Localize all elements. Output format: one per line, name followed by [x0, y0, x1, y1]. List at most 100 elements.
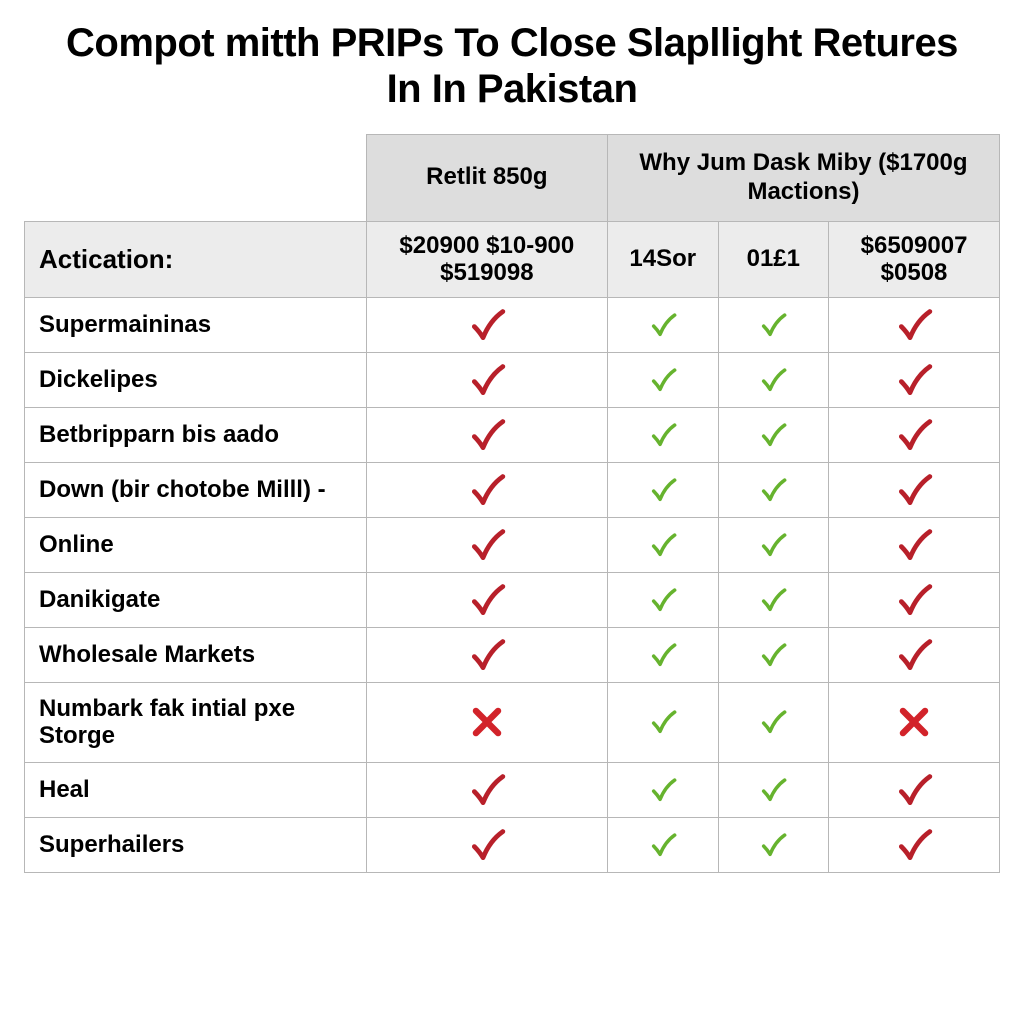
check-icon: [649, 586, 677, 614]
check-icon: [895, 306, 933, 344]
check-icon: [759, 311, 787, 339]
cross-icon: [468, 703, 506, 741]
cell-mark: [829, 297, 1000, 352]
header-col2: Why Jum Dask Miby ($1700g Mactions): [607, 135, 999, 222]
check-icon: [468, 636, 506, 674]
cell-mark: [366, 627, 607, 682]
cell-mark: [829, 462, 1000, 517]
table-row: Superhailers: [25, 817, 1000, 872]
check-icon: [895, 581, 933, 619]
cell-mark: [829, 682, 1000, 762]
check-icon: [468, 416, 506, 454]
comparison-table: Retlit 850g Why Jum Dask Miby ($1700g Ma…: [24, 134, 1000, 873]
cell-mark: [718, 297, 829, 352]
subheader-col2c: $6509007 $0508: [829, 221, 1000, 297]
check-icon: [759, 776, 787, 804]
check-icon: [649, 531, 677, 559]
header-label: Actication:: [25, 221, 367, 297]
cell-mark: [607, 817, 718, 872]
check-icon: [895, 361, 933, 399]
check-icon: [468, 306, 506, 344]
check-icon: [759, 531, 787, 559]
check-icon: [468, 526, 506, 564]
page-title: Compot mitth PRIPs To Close Slapllight R…: [24, 20, 1000, 112]
subheader-col1: $20900 $10-900 $519098: [366, 221, 607, 297]
cell-mark: [366, 572, 607, 627]
cell-mark: [366, 517, 607, 572]
cell-mark: [829, 572, 1000, 627]
row-label: Wholesale Markets: [25, 627, 367, 682]
table-row: Numbark fak intial pxe Storge: [25, 682, 1000, 762]
cell-mark: [829, 517, 1000, 572]
check-icon: [759, 586, 787, 614]
check-icon: [895, 526, 933, 564]
cell-mark: [607, 682, 718, 762]
check-icon: [649, 311, 677, 339]
check-icon: [895, 636, 933, 674]
table-row: Online: [25, 517, 1000, 572]
check-icon: [759, 476, 787, 504]
check-icon: [649, 421, 677, 449]
check-icon: [649, 641, 677, 669]
row-label: Dickelipes: [25, 352, 367, 407]
row-label: Numbark fak intial pxe Storge: [25, 682, 367, 762]
cell-mark: [829, 817, 1000, 872]
title-line-1: Compot mitth PRIPs To Close Slapllight R…: [66, 21, 958, 65]
cell-mark: [829, 627, 1000, 682]
cell-mark: [718, 817, 829, 872]
check-icon: [759, 641, 787, 669]
cell-mark: [718, 762, 829, 817]
table-row: Wholesale Markets: [25, 627, 1000, 682]
check-icon: [759, 831, 787, 859]
table-row: Dickelipes: [25, 352, 1000, 407]
table-row: Down (bir chotobe Milll) -: [25, 462, 1000, 517]
cell-mark: [718, 627, 829, 682]
check-icon: [468, 771, 506, 809]
cell-mark: [366, 462, 607, 517]
cell-mark: [607, 297, 718, 352]
cell-mark: [607, 462, 718, 517]
cell-mark: [607, 407, 718, 462]
check-icon: [649, 366, 677, 394]
cell-mark: [829, 352, 1000, 407]
check-icon: [759, 421, 787, 449]
check-icon: [649, 476, 677, 504]
cell-mark: [607, 627, 718, 682]
cell-mark: [607, 572, 718, 627]
cross-icon: [895, 703, 933, 741]
row-label: Danikigate: [25, 572, 367, 627]
check-icon: [759, 708, 787, 736]
row-label: Supermaininas: [25, 297, 367, 352]
row-label: Heal: [25, 762, 367, 817]
check-icon: [468, 581, 506, 619]
check-icon: [649, 708, 677, 736]
cell-mark: [718, 407, 829, 462]
cell-mark: [829, 407, 1000, 462]
cell-mark: [607, 762, 718, 817]
table-body: SupermaininasDickelipesBetbripparn bis a…: [25, 297, 1000, 872]
header-col1: Retlit 850g: [366, 135, 607, 222]
cell-mark: [366, 762, 607, 817]
check-icon: [649, 831, 677, 859]
row-label: Betbripparn bis aado: [25, 407, 367, 462]
header-blank: [25, 135, 367, 222]
cell-mark: [366, 407, 607, 462]
subheader-col2b: 01£1: [718, 221, 829, 297]
check-icon: [895, 771, 933, 809]
check-icon: [895, 471, 933, 509]
row-label: Superhailers: [25, 817, 367, 872]
cell-mark: [718, 682, 829, 762]
check-icon: [895, 416, 933, 454]
cell-mark: [718, 462, 829, 517]
check-icon: [649, 776, 677, 804]
check-icon: [759, 366, 787, 394]
subheader-col2a: 14Sor: [607, 221, 718, 297]
check-icon: [468, 361, 506, 399]
table-row: Betbripparn bis aado: [25, 407, 1000, 462]
cell-mark: [718, 517, 829, 572]
title-line-2: In In Pakistan: [387, 67, 638, 111]
row-label: Online: [25, 517, 367, 572]
cell-mark: [366, 297, 607, 352]
table-row: Heal: [25, 762, 1000, 817]
cell-mark: [718, 352, 829, 407]
